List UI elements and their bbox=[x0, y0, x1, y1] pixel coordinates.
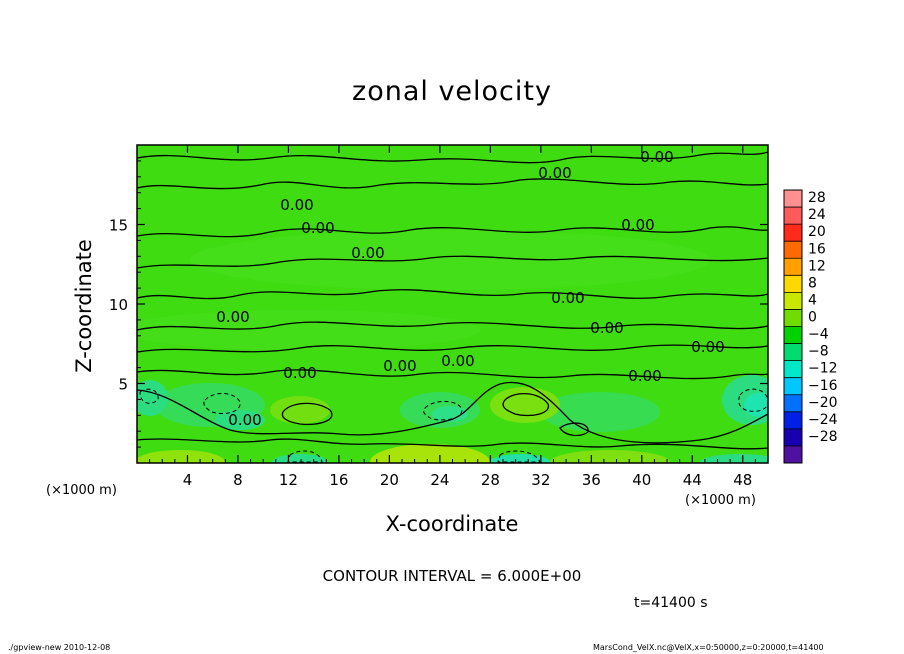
contour-label: 0.00 bbox=[628, 367, 661, 385]
contour-label: 0.00 bbox=[280, 196, 313, 214]
time-label: t=41400 s bbox=[634, 595, 708, 611]
x-tick-label: 20 bbox=[380, 471, 399, 489]
x-tick-label: 36 bbox=[582, 471, 601, 489]
colorbar-label: −8 bbox=[808, 344, 829, 360]
colorbar-label: −12 bbox=[808, 361, 838, 377]
contour-label: 0.00 bbox=[216, 308, 249, 326]
colorbar-segment bbox=[784, 292, 802, 310]
contour-label-layer: 0.00 0.00 0.00 0.00 0.00 0.00 0.00 0.00 0.00 0.00… bbox=[216, 148, 724, 429]
colorbar-label: 16 bbox=[808, 241, 826, 257]
contour-label: 0.00 bbox=[283, 364, 316, 382]
contour-label: 0.00 bbox=[691, 338, 724, 356]
contour-label: 0.00 bbox=[351, 244, 384, 262]
x-tick-label: 44 bbox=[683, 471, 702, 489]
colorbar-segment bbox=[784, 241, 802, 259]
x-tick-label: 32 bbox=[531, 471, 550, 489]
colorbar-label: 28 bbox=[808, 190, 826, 206]
colorbar-label: 20 bbox=[808, 224, 826, 240]
y-tick-label: 5 bbox=[118, 376, 128, 394]
contour-lines bbox=[137, 151, 768, 450]
colorbar-segment bbox=[784, 394, 802, 413]
x-tick-label: 8 bbox=[233, 471, 243, 489]
contour-label: 0.00 bbox=[538, 164, 571, 182]
colorbar-label: 8 bbox=[808, 275, 817, 291]
y-axis-label: Z-coordinate bbox=[72, 239, 96, 373]
colorbar-segment bbox=[784, 360, 802, 379]
contour-label: 0.00 bbox=[383, 357, 416, 375]
colorbar-segment bbox=[784, 411, 802, 430]
colorbar-segment bbox=[784, 343, 802, 362]
colorbar-segment bbox=[784, 224, 802, 242]
colorbar-label: 12 bbox=[808, 258, 826, 274]
contour-interval: CONTOUR INTERVAL = 6.000E+00 bbox=[322, 567, 582, 585]
colorbar-label: −4 bbox=[808, 327, 829, 343]
x-tick-label: 12 bbox=[279, 471, 298, 489]
x-tick-label: 4 bbox=[183, 471, 193, 489]
colorbar-label: 0 bbox=[808, 310, 817, 326]
colorbar-segment bbox=[784, 190, 802, 208]
contour-label: 0.00 bbox=[621, 216, 654, 234]
colorbar-label: −16 bbox=[808, 378, 838, 394]
colorbar-label: −20 bbox=[808, 395, 838, 411]
footer-left: ./gpview-new 2010-12-08 bbox=[8, 643, 111, 652]
colorbar-segment bbox=[784, 258, 802, 276]
footer-right: MarsCond_VelX.nc@VelX,x=0:50000,z=0:2000… bbox=[593, 643, 824, 652]
colorbar-segment bbox=[784, 377, 802, 396]
contour-label: 0.00 bbox=[551, 289, 584, 307]
x-tick-label: 28 bbox=[481, 471, 500, 489]
negative-contours bbox=[139, 388, 768, 463]
contour-label: 0.00 bbox=[590, 319, 623, 337]
colorbar-segment bbox=[784, 207, 802, 225]
x-tick-label: 48 bbox=[733, 471, 752, 489]
x-unit-right: (×1000 m) bbox=[685, 493, 756, 508]
colorbar-segment bbox=[784, 326, 802, 345]
chart-title: zonal velocity bbox=[352, 76, 552, 107]
contour-label: 0.00 bbox=[301, 219, 334, 237]
colorbar-label: −28 bbox=[808, 429, 838, 445]
x-tick-label: 16 bbox=[329, 471, 348, 489]
contour-label: 0.00 bbox=[441, 352, 474, 370]
colorbar-segment bbox=[784, 428, 802, 447]
colorbar-label: −24 bbox=[808, 412, 838, 428]
contour-label: 0.00 bbox=[228, 411, 261, 429]
colorbar-label: 4 bbox=[808, 292, 817, 308]
colorbar-label: 24 bbox=[808, 207, 826, 223]
colorbar-segment bbox=[784, 275, 802, 293]
x-unit-left: (×1000 m) bbox=[46, 483, 117, 498]
colorbar-segment bbox=[784, 309, 802, 327]
x-tick-label: 24 bbox=[430, 471, 449, 489]
y-tick-label: 15 bbox=[109, 217, 128, 235]
colorbar-segment bbox=[784, 445, 802, 464]
x-axis-label: X-coordinate bbox=[385, 512, 519, 536]
x-tick-label: 40 bbox=[632, 471, 651, 489]
contour-label: 0.00 bbox=[640, 148, 673, 166]
heatmap-field bbox=[137, 145, 768, 463]
y-tick-label: 10 bbox=[109, 296, 128, 314]
